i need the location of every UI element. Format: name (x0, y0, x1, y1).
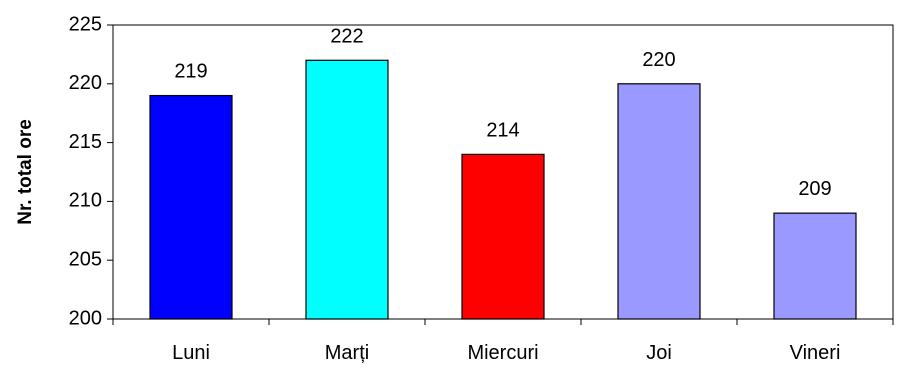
bar-marti (305, 59, 389, 320)
data-label-marti: 222 (330, 25, 363, 47)
y-tick-label-210: 210 (69, 190, 102, 212)
plot-area: 200 205 210 215 220 225 219 Luni 222 Marți 214 Mier… (69, 13, 894, 364)
y-tick-label-200: 200 (69, 307, 102, 329)
bar-miercuri (461, 153, 545, 320)
category-label-joi: Joi (646, 342, 672, 364)
y-axis-title-group: Nr. total ore (15, 119, 36, 225)
y-tick-label-225: 225 (69, 13, 102, 35)
data-label-luni: 219 (174, 61, 207, 83)
data-label-miercuri: 214 (486, 119, 519, 141)
category-label-vineri: Vineri (790, 342, 841, 364)
y-axis-title: Nr. total ore (15, 119, 36, 225)
bar-luni (149, 94, 233, 320)
data-label-vineri: 209 (798, 178, 831, 200)
y-tick-label-215: 215 (69, 131, 102, 153)
bar-joi (617, 83, 701, 320)
y-tick-label-205: 205 (69, 248, 102, 270)
y-tick-label-220: 220 (69, 72, 102, 94)
category-label-luni: Luni (172, 342, 210, 364)
data-label-joi: 220 (642, 49, 675, 71)
category-label-miercuri: Miercuri (467, 342, 538, 364)
category-label-marti: Marți (325, 342, 369, 364)
bar-vineri (773, 212, 857, 320)
